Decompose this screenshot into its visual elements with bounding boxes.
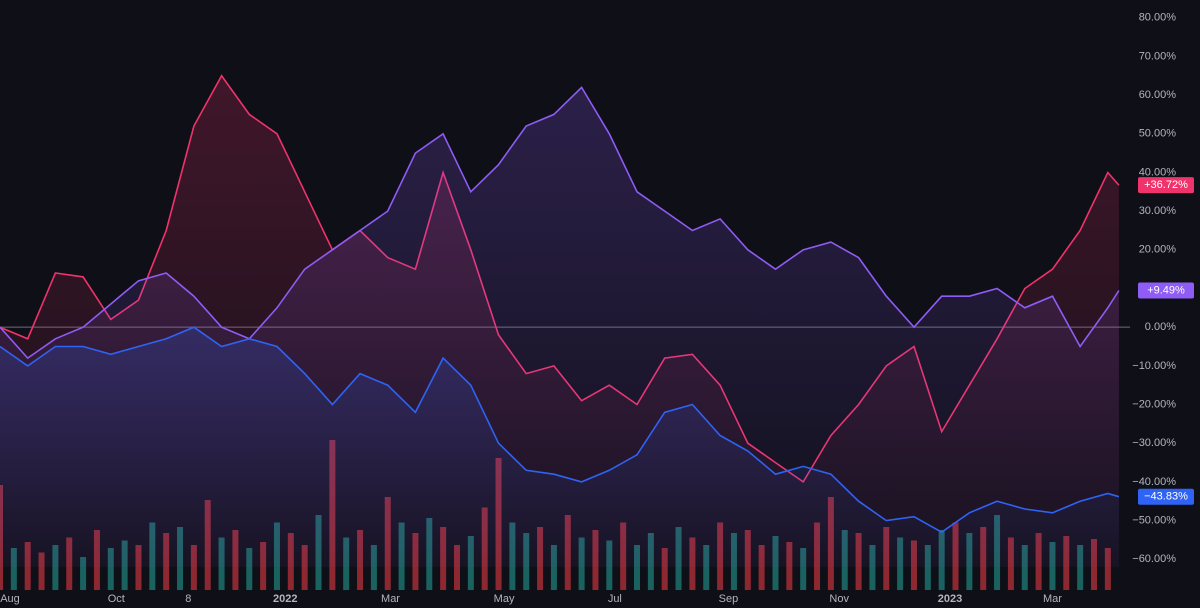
volume-bar	[246, 548, 253, 590]
x-tick-label: Mar	[1043, 593, 1062, 605]
y-tick-label: 50.00%	[1139, 128, 1177, 140]
x-tick-label: May	[494, 593, 515, 605]
volume-bar	[80, 557, 87, 590]
price-badge	[1138, 488, 1194, 505]
y-tick-label: 40.00%	[1139, 166, 1177, 178]
y-tick-label: 20.00%	[1139, 244, 1177, 256]
price-badge	[1138, 282, 1194, 299]
y-tick-label: −20.00%	[1132, 398, 1176, 410]
area	[0, 327, 1119, 567]
volume-bar	[107, 548, 114, 590]
volume-bar	[661, 548, 668, 590]
y-tick-label: 70.00%	[1139, 50, 1177, 62]
price-label: +9.49%	[1147, 284, 1185, 296]
volume-bar	[924, 545, 931, 590]
volume-bar	[370, 545, 377, 590]
x-tick-label: Jul	[608, 593, 622, 605]
volume-bar	[800, 548, 807, 590]
x-tick-label: Oct	[108, 593, 125, 605]
volume-bar	[10, 548, 17, 590]
volume-bar	[1077, 545, 1084, 590]
volume-bar	[703, 545, 710, 590]
volume-bar	[453, 545, 460, 590]
volume-bar	[869, 545, 876, 590]
volume-bar	[38, 552, 45, 590]
volume-bar	[190, 545, 197, 590]
x-tick-label: 8	[185, 593, 191, 605]
price-badge	[1138, 177, 1194, 194]
x-tick-label: Mar	[381, 593, 400, 605]
y-tick-label: 60.00%	[1139, 89, 1177, 101]
y-tick-label: −50.00%	[1132, 514, 1176, 526]
volume-bar	[301, 545, 308, 590]
price-label: −43.83%	[1144, 491, 1188, 503]
volume-bar	[758, 545, 765, 590]
y-tick-label: 30.00%	[1139, 205, 1177, 217]
x-tick-label: 2022	[273, 593, 297, 605]
x-tick-label: Nov	[829, 593, 849, 605]
y-tick-label: −60.00%	[1132, 553, 1176, 565]
line	[0, 326, 1120, 534]
y-tick-label: 0.00%	[1145, 321, 1176, 333]
x-tick-label: Sep	[719, 593, 739, 605]
price-label: +36.72%	[1144, 179, 1188, 191]
volume-bar	[1104, 548, 1111, 590]
y-tick-label: 80.00%	[1139, 12, 1177, 24]
volume-bar	[634, 545, 641, 590]
line	[0, 86, 1120, 360]
x-tick-label: Aug	[0, 593, 20, 605]
volume-bar	[1021, 545, 1028, 590]
x-tick-label: 2023	[938, 593, 962, 605]
y-tick-label: −40.00%	[1132, 476, 1176, 488]
volume-bar	[52, 545, 59, 590]
volume-bar	[550, 545, 557, 590]
y-tick-label: −10.00%	[1132, 360, 1176, 372]
y-tick-label: −30.00%	[1132, 437, 1176, 449]
volume-bar	[135, 545, 142, 590]
